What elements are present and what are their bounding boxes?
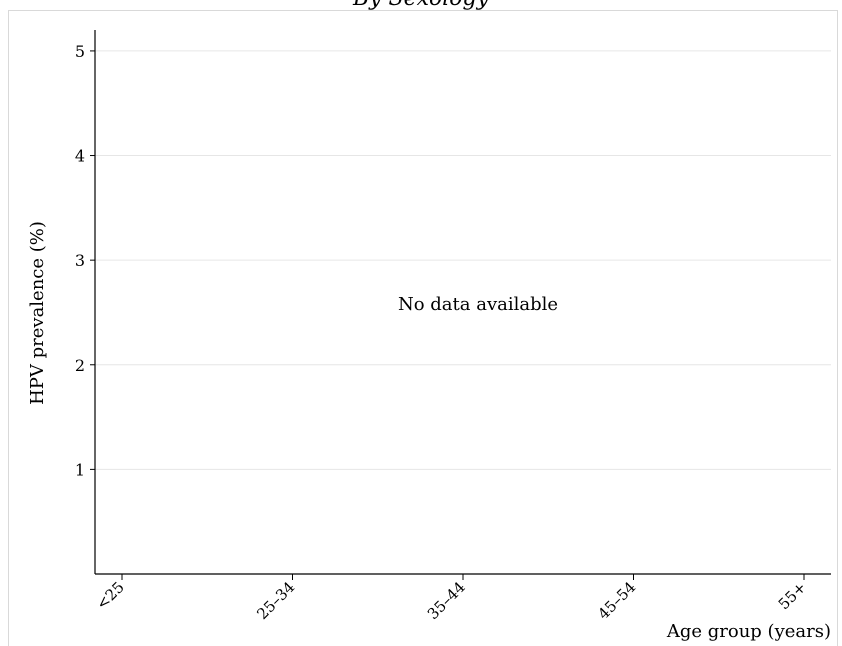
frame-border-left: [8, 10, 9, 646]
x-axis-label: Age group (years): [666, 621, 831, 642]
y-tick-label-4: 4: [75, 147, 85, 166]
y-tick-label-1: 1: [75, 460, 85, 479]
x-tick-label-3: 45–54: [594, 578, 639, 623]
y-axis-label: HPV prevalence (%): [27, 221, 48, 405]
frame-border-right: [837, 10, 838, 646]
frame-border-top: [8, 10, 838, 11]
x-tick-label-1: 25–34: [253, 578, 298, 623]
grid-lines: [95, 50, 831, 470]
y-tick-label-3: 3: [75, 251, 85, 270]
x-tick-label-4: 55+: [775, 578, 810, 613]
tick-labels: 1 2 3 4 5 <25 25–34 35–44 45–54 55+: [75, 42, 810, 623]
axes: [90, 30, 831, 580]
x-tick-label-0: <25: [93, 578, 128, 613]
y-tick-label-5: 5: [75, 42, 85, 61]
x-tick-label-2: 35–44: [424, 578, 469, 623]
chart-title: By Sexology: [0, 0, 842, 11]
y-tick-label-2: 2: [75, 356, 85, 375]
no-data-annotation: No data available: [398, 294, 558, 315]
